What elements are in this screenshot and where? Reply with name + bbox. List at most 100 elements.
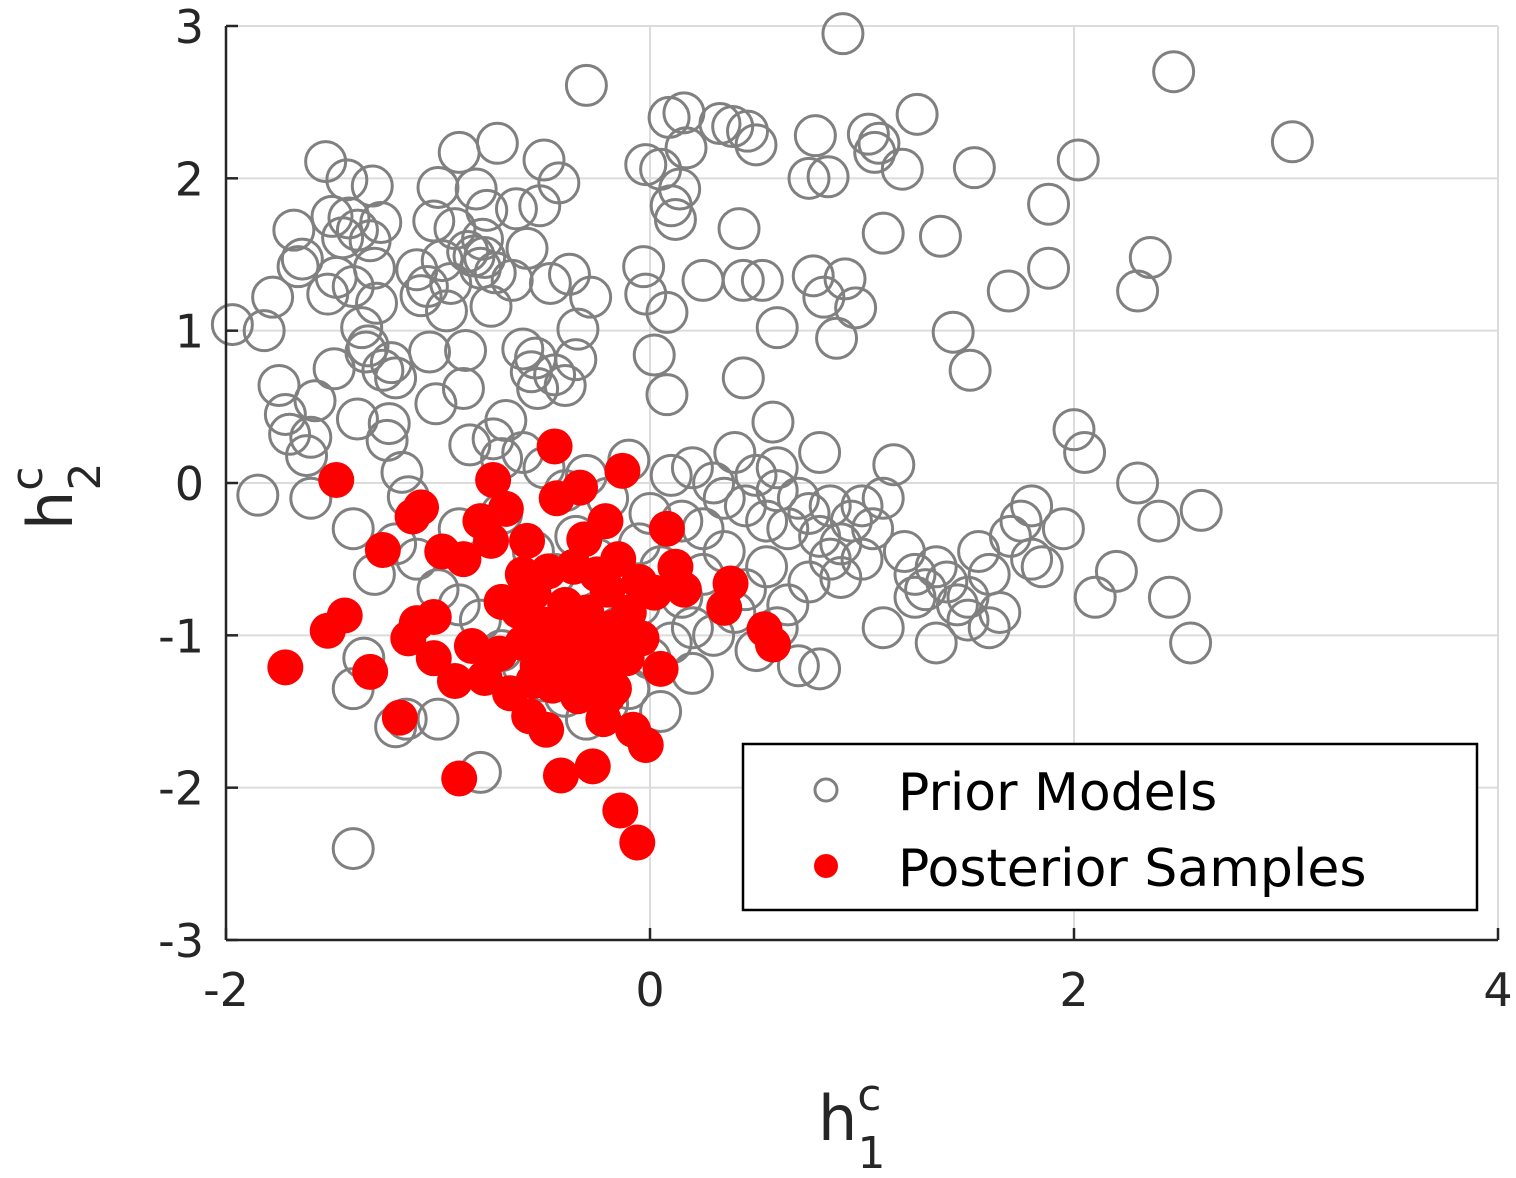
prior-point-55: [454, 167, 498, 211]
prior-point-60: [469, 284, 513, 328]
prior-point-76: [533, 353, 577, 397]
legend-prior-marker: [813, 777, 839, 803]
y-tick-labels: -3 -2 -1 0 1 2 3: [158, 0, 204, 968]
prior-point-115: [823, 257, 867, 301]
prior-point-143: [670, 446, 714, 490]
prior-point-103: [726, 109, 770, 153]
prior-point-109: [791, 254, 835, 298]
prior-point-117: [846, 112, 890, 156]
y-tick-label-2: -1: [158, 609, 204, 663]
prior-point-58: [463, 236, 507, 280]
axes: [224, 24, 1500, 942]
prior-point-96: [664, 126, 708, 170]
prior-point-82: [564, 63, 608, 107]
posterior-point-5: [364, 532, 401, 569]
prior-point-67: [494, 187, 538, 231]
posterior-point-14: [436, 663, 473, 700]
legend-prior-label: Prior Models: [898, 763, 1217, 823]
posterior-point-16: [445, 541, 482, 578]
posterior-samples-series: [267, 428, 791, 861]
prior-point-87: [632, 333, 676, 377]
prior-point-121: [880, 147, 924, 191]
prior-point-130: [1056, 138, 1100, 182]
prior-point-22: [335, 397, 379, 441]
prior-point-249: [236, 473, 280, 517]
prior-point-33: [367, 402, 411, 446]
prior-point-178: [1063, 431, 1107, 475]
posterior-point-84: [600, 632, 637, 669]
prior-point-114: [821, 12, 865, 56]
prior-point-160: [861, 476, 905, 520]
posterior-point-81: [515, 663, 552, 700]
prior-point-112: [806, 155, 850, 199]
prior-point-241: [670, 606, 714, 650]
x-tick-label-2: 2: [1059, 963, 1088, 1017]
prior-point-50: [441, 367, 485, 411]
prior-point-46: [424, 289, 468, 333]
prior-point-153: [787, 491, 831, 535]
prior-point-29: [355, 281, 399, 325]
posterior-point-68: [648, 510, 685, 547]
prior-point-183: [1147, 575, 1191, 619]
prior-point-44: [416, 165, 460, 209]
posterior-point-17: [453, 627, 490, 664]
prior-point-248: [289, 476, 333, 520]
prior-point-250: [1010, 537, 1054, 581]
posterior-point-0: [267, 649, 304, 686]
prior-point-122: [895, 92, 939, 136]
prior-point-30: [359, 201, 403, 245]
prior-point-39: [399, 274, 443, 318]
prior-point-128: [1027, 182, 1071, 226]
posterior-point-4: [352, 653, 389, 690]
prior-point-244: [819, 555, 863, 599]
prior-point-59: [465, 188, 509, 232]
prior-point-108: [787, 156, 831, 200]
posterior-point-53: [589, 571, 626, 608]
prior-point-119: [857, 121, 901, 165]
prior-point-129: [1027, 246, 1071, 290]
y-tick-label-4: 1: [175, 305, 204, 359]
prior-point-142: [649, 453, 693, 497]
posterior-point-36: [536, 428, 573, 465]
prior-point-189: [776, 644, 820, 688]
posterior-point-1: [318, 461, 355, 498]
prior-point-216: [331, 827, 375, 871]
x-axis-label-base: h: [818, 1082, 857, 1155]
prior-point-90: [645, 373, 689, 417]
x-axis-label-sub: 1: [858, 1128, 886, 1178]
y-tick-label-3: 0: [175, 457, 204, 511]
prior-point-75: [528, 261, 572, 305]
posterior-point-44: [562, 469, 599, 506]
prior-point-159: [851, 507, 895, 551]
y-axis-label-sup: c: [2, 467, 53, 491]
prior-point-163: [893, 552, 937, 596]
prior-point-165: [914, 545, 958, 589]
posterior-point-52: [587, 503, 624, 540]
prior-point-214: [416, 697, 460, 741]
prior-point-25: [346, 324, 390, 368]
prior-point-6: [272, 208, 316, 252]
prior-point-21: [335, 208, 379, 252]
prior-point-110: [793, 114, 837, 158]
legend-posterior-label: Posterior Samples: [898, 839, 1366, 899]
prior-point-187: [893, 575, 937, 619]
prior-point-148: [734, 453, 778, 497]
prior-point-41: [408, 330, 452, 374]
prior-point-43: [414, 382, 458, 426]
posterior-point-66: [636, 574, 673, 611]
posterior-point-67: [642, 650, 679, 687]
y-axis-label-sub: 2: [60, 463, 111, 491]
posterior-point-82: [504, 556, 541, 593]
prior-point-74: [522, 138, 566, 182]
prior-point-113: [815, 316, 859, 360]
posterior-point-62: [619, 824, 656, 861]
prior-point-182: [1137, 499, 1181, 543]
posterior-point-72: [712, 565, 749, 602]
prior-point-35: [374, 356, 418, 400]
y-tick-label-0: -3: [158, 914, 204, 968]
posterior-point-70: [665, 571, 702, 608]
prior-point-0: [210, 303, 254, 347]
legend: Prior Models Posterior Samples: [741, 742, 1479, 912]
prior-point-120: [861, 211, 905, 255]
prior-point-180: [1094, 549, 1138, 593]
